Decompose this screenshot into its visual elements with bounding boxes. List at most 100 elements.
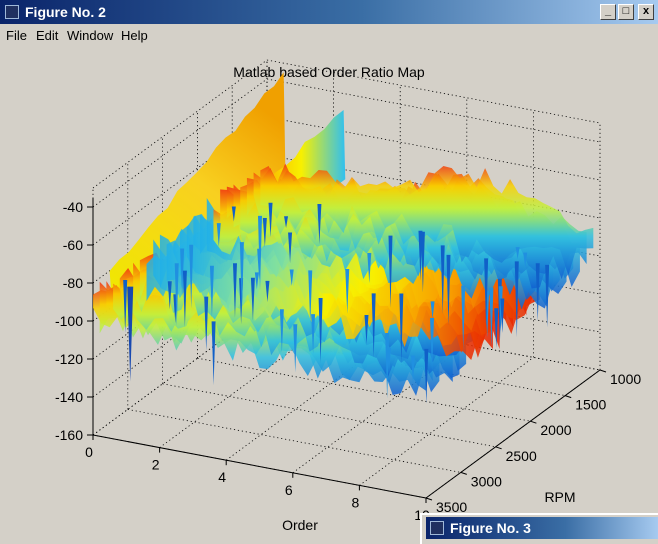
surface-spike [182,270,187,328]
surface-spike [345,268,350,314]
surface-spike [418,230,423,281]
surface-spike [489,287,494,347]
surface-spike [461,285,466,350]
surface-spike [440,245,445,315]
y-tick [460,471,467,475]
surface-spike [123,280,128,334]
surface-spike [367,253,372,284]
surface-spike [308,270,313,325]
surface-spike [231,206,236,222]
grid-line [92,78,601,208]
figure-3-title: Figure No. 3 [450,520,531,536]
title-bar[interactable]: Figure No. 2 _ □ x [0,0,658,24]
y-tick [599,369,607,373]
surface-spike [494,308,499,348]
matlab-figure-icon [430,521,444,535]
surface-spike [180,248,185,298]
surface-spike [311,314,316,354]
grid-line [197,357,531,422]
surface-spike [288,232,293,264]
surface-spike [239,242,244,314]
surface-spike [371,293,376,358]
surface-mesh [93,72,594,404]
grid-line [359,357,534,486]
z-tick-label: -40 [63,199,83,215]
surface-spike [189,244,194,309]
z-tick-label: -80 [63,275,83,291]
surface-spike [484,258,489,329]
x-tick-label: 6 [285,482,293,498]
surface-spike [430,301,435,319]
surface-spike [174,263,179,327]
menu-help[interactable]: Help [121,28,148,43]
surface-spike [268,202,273,238]
y-axis-line [425,369,601,499]
surface-spike [289,269,294,286]
figure-3-title-bar[interactable]: Figure No. 3 [426,517,658,539]
surface-spike [500,298,505,334]
y-tick-label: 1000 [610,371,641,387]
surface-spike [317,204,322,245]
surface-spike [279,309,284,353]
grid-line [127,409,461,473]
x-tick-label: 8 [352,494,360,510]
surface-spike [284,216,289,229]
minimize-button[interactable]: _ [600,4,616,20]
y-tick-label: 2000 [540,422,571,438]
x-axis-label: Order [282,517,318,533]
order-ridge [109,72,286,296]
surface-spike [364,315,369,345]
surface-spike [204,296,209,351]
z-tick-label: -60 [63,237,83,253]
surface-spike [446,254,451,326]
surface-spike [232,263,237,318]
y-tick [495,446,502,450]
surface-spike [127,286,134,382]
surface-spike [209,265,214,318]
surface-spike [167,281,172,310]
z-tick-label: -120 [55,351,83,367]
surface-spike [523,252,528,268]
surface-spike [257,248,262,281]
surface-spike [216,223,221,247]
surface-spike [498,286,503,332]
surface-spike [250,277,255,321]
grid-line [162,383,496,448]
y-tick-label: 3000 [471,473,502,489]
z-tick-label: -140 [55,389,83,405]
surface-spike [515,247,520,260]
surface-strip [260,163,594,276]
menu-bar: File Edit Window Help [0,24,658,46]
surface-spike [424,348,429,404]
surface-spike [388,235,393,308]
close-button[interactable]: x [638,4,654,20]
surface-spike [411,355,416,384]
z-tick-label: -100 [55,313,83,329]
matlab-figure-icon [5,5,19,19]
grid-line [92,59,601,189]
surface-spike [265,280,270,303]
y-tick [530,420,537,424]
axes [92,197,601,499]
surface-spike [254,272,259,290]
y-tick [425,497,433,501]
y-axis-label: RPM [544,489,575,505]
x-axis-line [92,434,427,499]
window-title: Figure No. 2 [25,4,106,20]
surface-spike [211,321,216,386]
surface-spike [318,297,323,364]
x-tick-label: 2 [152,457,160,473]
surface-spike [514,261,519,338]
menu-file[interactable]: File [6,28,27,43]
figure-3-window[interactable]: Figure No. 3 [420,513,658,544]
y-tick-label: 1500 [575,397,606,413]
surface-spike [262,217,267,248]
maximize-button[interactable]: □ [618,4,634,20]
menu-window[interactable]: Window [67,28,114,43]
surface-spike [387,347,392,375]
tick-labels: -40-60-80-100-120-140-160024681010001500… [55,199,641,523]
menu-edit[interactable]: Edit [36,28,59,43]
surface-spike [535,263,540,322]
y-tick-label: 2500 [506,448,537,464]
